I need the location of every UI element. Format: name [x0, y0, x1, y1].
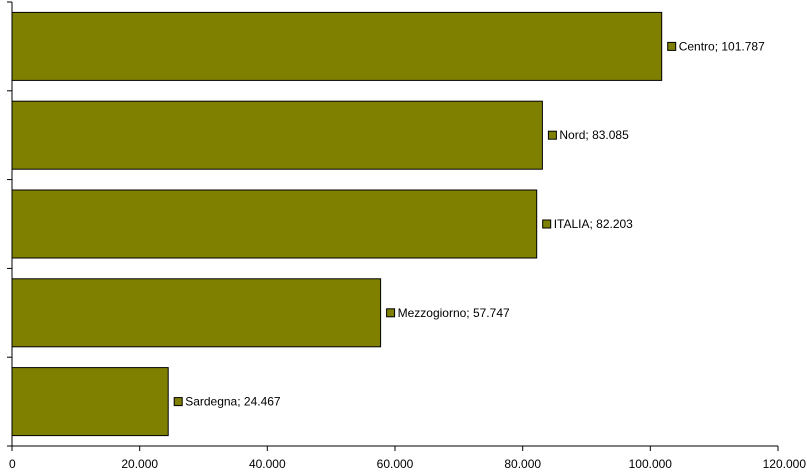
bars-layer [11, 11, 663, 437]
bar-centro [11, 11, 663, 81]
x-tick-label: 20.000 [121, 457, 158, 471]
label-key-mezzogiorno [386, 308, 396, 318]
x-tick-label: 120.000 [763, 457, 807, 471]
x-tick-label: 100.000 [629, 457, 673, 471]
data-label-mezzogiorno: Mezzogiorno; 57.747 [398, 306, 510, 320]
x-ticks-layer: 0 20.000 40.000 60.000 80.000 100.000 120.000 [9, 446, 806, 471]
x-tick-label: 40.000 [249, 457, 286, 471]
x-tick-label: 0 [9, 457, 16, 471]
data-labels-layer: Centro; 101.787 Nord; 83.085 ITALIA; 82.20… [173, 39, 765, 409]
label-key-centro [667, 41, 677, 51]
x-tick-label: 60.000 [377, 457, 414, 471]
bar-italia [11, 189, 538, 259]
data-label-nord: Nord; 83.085 [559, 128, 629, 142]
bar-sardegna [11, 367, 169, 437]
label-key-nord [547, 130, 557, 140]
label-key-sardegna [173, 397, 183, 407]
x-tick-label: 80.000 [504, 457, 541, 471]
label-key-italia [542, 219, 552, 229]
bar-nord [11, 100, 543, 170]
y-ticks-layer [7, 1, 12, 447]
bar-mezzogiorno [11, 278, 382, 348]
data-label-centro: Centro; 101.787 [679, 39, 765, 53]
data-label-sardegna: Sardegna; 24.467 [185, 395, 281, 409]
data-label-italia: ITALIA; 82.203 [554, 217, 633, 231]
